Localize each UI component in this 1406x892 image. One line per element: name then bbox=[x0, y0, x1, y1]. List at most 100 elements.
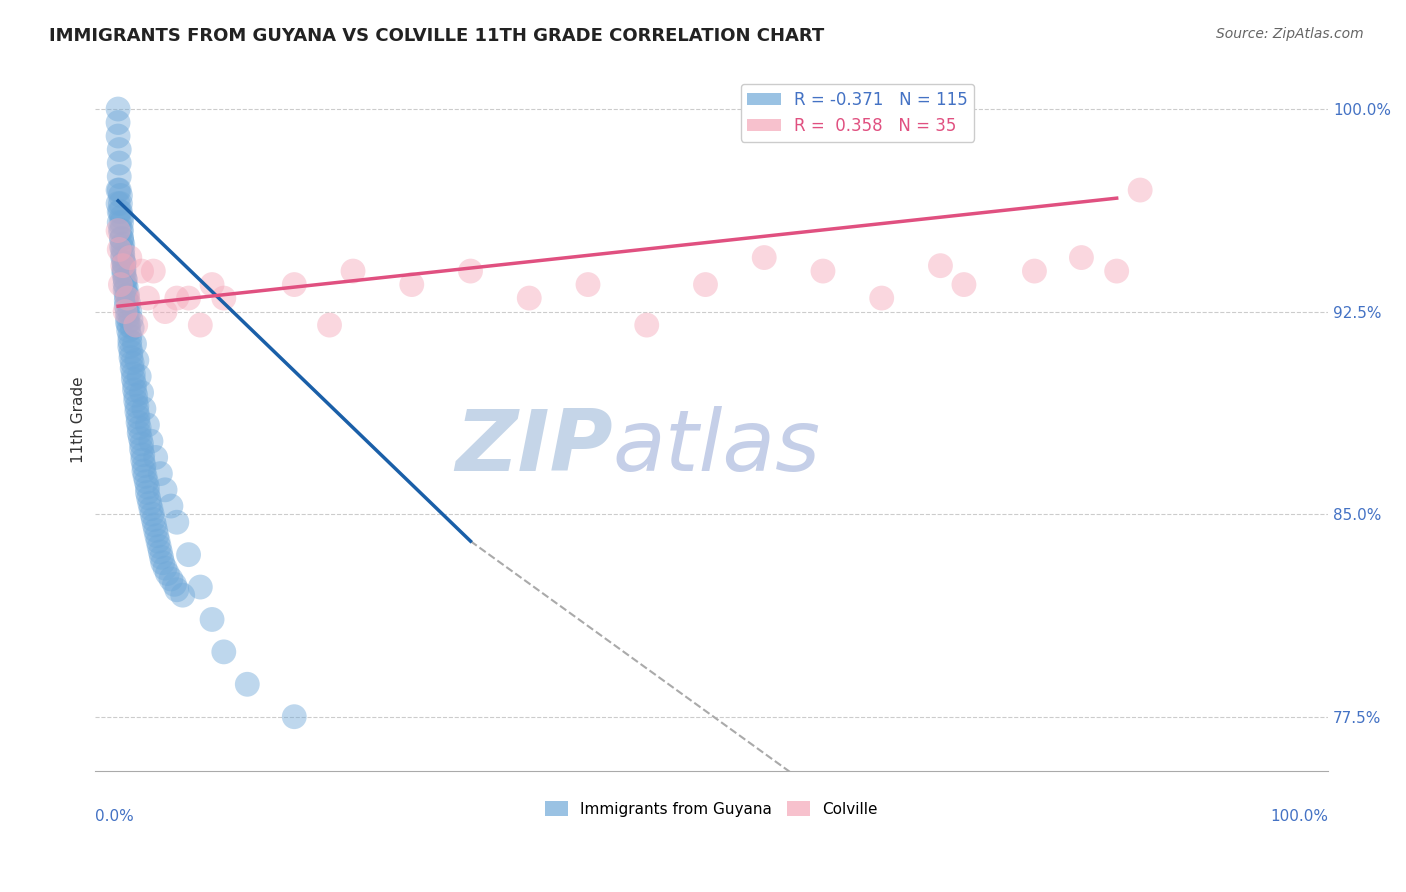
Point bbox=[117, 324, 139, 338]
Point bbox=[111, 243, 134, 257]
Point bbox=[141, 507, 163, 521]
Point bbox=[236, 677, 259, 691]
Point bbox=[110, 240, 132, 254]
Point bbox=[132, 458, 155, 473]
Point bbox=[125, 388, 148, 402]
Point bbox=[201, 612, 224, 626]
Point bbox=[111, 237, 134, 252]
Point bbox=[283, 277, 305, 292]
Point bbox=[118, 340, 141, 354]
Point bbox=[107, 223, 129, 237]
Point bbox=[1129, 183, 1152, 197]
Point bbox=[112, 261, 135, 276]
Point bbox=[212, 291, 235, 305]
Point bbox=[107, 129, 129, 144]
Point bbox=[125, 353, 148, 368]
Point bbox=[114, 272, 136, 286]
Point bbox=[114, 304, 136, 318]
Point bbox=[112, 256, 135, 270]
Point bbox=[138, 491, 160, 505]
Point bbox=[754, 251, 776, 265]
Point bbox=[142, 264, 165, 278]
Point bbox=[150, 550, 173, 565]
Point bbox=[107, 102, 129, 116]
Point bbox=[131, 385, 153, 400]
Point bbox=[636, 318, 658, 332]
Point bbox=[283, 709, 305, 723]
Text: 100.0%: 100.0% bbox=[1270, 809, 1329, 824]
Text: ZIP: ZIP bbox=[456, 406, 613, 489]
Point bbox=[124, 337, 146, 351]
Point bbox=[139, 434, 162, 449]
Point bbox=[122, 367, 145, 381]
Point bbox=[132, 401, 155, 416]
Point bbox=[111, 259, 134, 273]
Point bbox=[110, 277, 132, 292]
Point bbox=[112, 256, 135, 270]
Point bbox=[517, 291, 540, 305]
Point bbox=[132, 464, 155, 478]
Point bbox=[929, 259, 952, 273]
Point bbox=[136, 417, 159, 432]
Point bbox=[318, 318, 340, 332]
Point bbox=[139, 496, 162, 510]
Point bbox=[115, 299, 138, 313]
Point bbox=[166, 582, 188, 597]
Point bbox=[122, 372, 145, 386]
Point bbox=[117, 315, 139, 329]
Point bbox=[111, 248, 134, 262]
Point bbox=[148, 540, 170, 554]
Text: IMMIGRANTS FROM GUYANA VS COLVILLE 11TH GRADE CORRELATION CHART: IMMIGRANTS FROM GUYANA VS COLVILLE 11TH … bbox=[49, 27, 824, 45]
Point bbox=[120, 345, 142, 359]
Point bbox=[117, 291, 139, 305]
Point bbox=[110, 210, 132, 224]
Point bbox=[121, 361, 143, 376]
Point bbox=[145, 450, 167, 465]
Point bbox=[108, 183, 131, 197]
Point bbox=[114, 283, 136, 297]
Point bbox=[160, 499, 183, 513]
Point bbox=[143, 517, 166, 532]
Text: atlas: atlas bbox=[613, 406, 821, 489]
Point bbox=[149, 467, 172, 481]
Point bbox=[110, 223, 132, 237]
Point bbox=[149, 545, 172, 559]
Point bbox=[117, 296, 139, 310]
Point bbox=[114, 272, 136, 286]
Legend: Immigrants from Guyana, Colville: Immigrants from Guyana, Colville bbox=[538, 795, 884, 822]
Point bbox=[125, 318, 148, 332]
Point bbox=[127, 415, 149, 429]
Point bbox=[124, 383, 146, 397]
Point bbox=[153, 561, 176, 575]
Point bbox=[125, 404, 148, 418]
Point bbox=[128, 421, 150, 435]
Point bbox=[135, 475, 157, 489]
Point bbox=[188, 580, 211, 594]
Point bbox=[120, 312, 142, 326]
Point bbox=[146, 534, 169, 549]
Point bbox=[131, 264, 153, 278]
Point bbox=[118, 304, 141, 318]
Point bbox=[112, 264, 135, 278]
Point bbox=[107, 196, 129, 211]
Point bbox=[121, 356, 143, 370]
Point bbox=[125, 399, 148, 413]
Point bbox=[115, 280, 138, 294]
Point bbox=[110, 232, 132, 246]
Point bbox=[201, 277, 224, 292]
Point bbox=[125, 393, 148, 408]
Point bbox=[136, 480, 159, 494]
Point bbox=[124, 377, 146, 392]
Point bbox=[146, 529, 169, 543]
Point bbox=[160, 572, 183, 586]
Point bbox=[153, 304, 176, 318]
Point bbox=[107, 183, 129, 197]
Point bbox=[117, 318, 139, 332]
Point bbox=[129, 432, 152, 446]
Point bbox=[110, 232, 132, 246]
Point bbox=[188, 318, 211, 332]
Point bbox=[117, 288, 139, 302]
Point bbox=[811, 264, 834, 278]
Point bbox=[110, 188, 132, 202]
Point bbox=[139, 501, 162, 516]
